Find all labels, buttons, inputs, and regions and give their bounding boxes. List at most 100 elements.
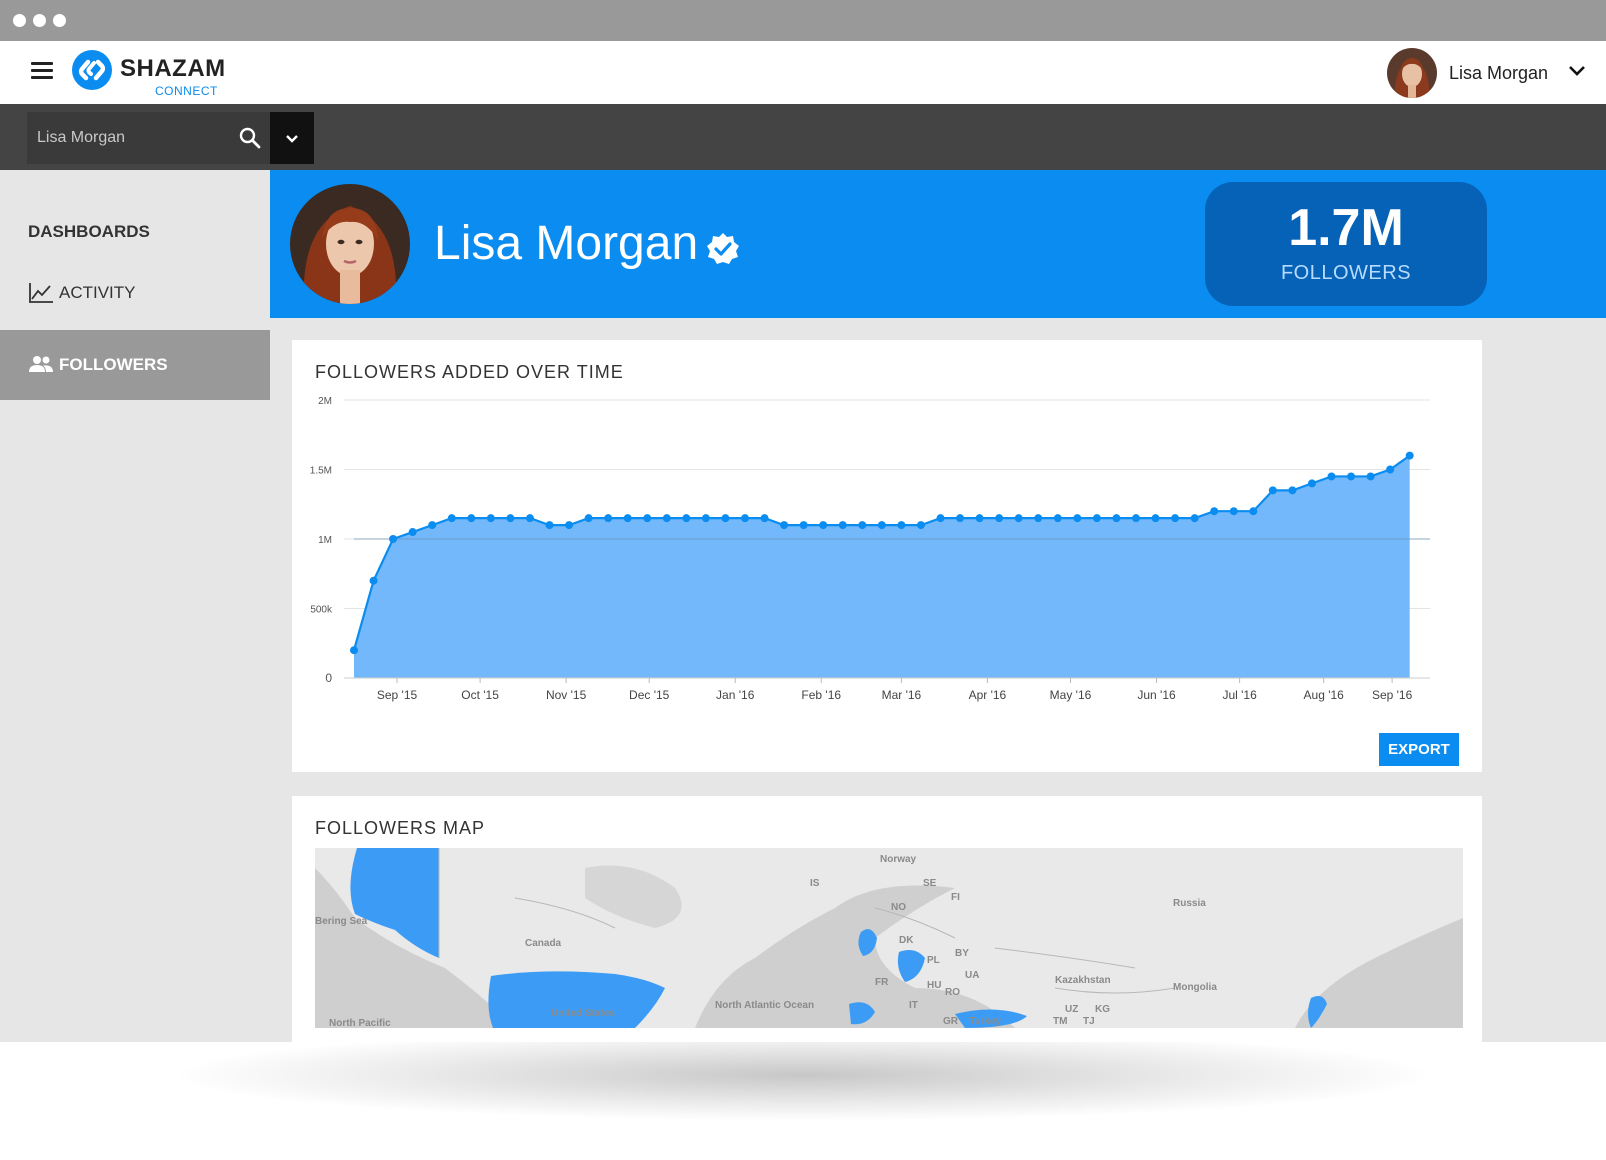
window-minimize-button[interactable]	[33, 14, 46, 27]
logo-text: SHAZAM	[120, 55, 226, 82]
chart-point	[1268, 486, 1277, 495]
x-tick-label: Jan '16	[716, 688, 755, 702]
chart-point	[877, 521, 886, 530]
y-tick-label: 500k	[310, 605, 333, 616]
x-tick-label: Sep '15	[377, 688, 418, 702]
map-label: Russia	[1173, 898, 1206, 909]
main-content: FOLLOWERS ADDED OVER TIME 0 500k 1M 1.5M 2M S…	[270, 318, 1606, 1042]
search-box	[27, 112, 270, 164]
y-tick-label: 1M	[318, 535, 332, 546]
map-label: IS	[810, 878, 820, 889]
chart-point	[760, 514, 769, 523]
followers-chart-card: FOLLOWERS ADDED OVER TIME 0 500k 1M 1.5M 2M S…	[292, 340, 1482, 772]
x-tick-label: Mar '16	[882, 688, 922, 702]
map-label: SE	[923, 878, 937, 889]
y-tick-label: 2M	[318, 396, 332, 407]
chart-point	[506, 514, 515, 523]
search-icon[interactable]	[238, 126, 262, 150]
chart-point	[1053, 514, 1062, 523]
chart-point	[1073, 514, 1082, 523]
map-title: FOLLOWERS MAP	[315, 818, 486, 838]
sidebar-item-activity[interactable]: ACTIVITY	[0, 258, 270, 328]
map-label: BY	[955, 948, 969, 959]
chart-point	[447, 514, 456, 523]
map-label: TM	[1053, 1016, 1067, 1027]
y-tick-label: 1.5M	[310, 466, 332, 477]
profile-banner: Lisa Morgan 1.7M FOLLOWERS	[270, 170, 1606, 318]
chart-point	[389, 535, 398, 543]
map-region-alaska	[350, 848, 439, 958]
chart-point	[1190, 514, 1199, 523]
map-region-spain	[849, 1002, 875, 1025]
window-close-button[interactable]	[13, 14, 26, 27]
chart-point	[1307, 479, 1316, 488]
chart-point	[1151, 514, 1160, 523]
map-label: UA	[965, 970, 979, 981]
search-bar	[0, 104, 1606, 170]
chart-point	[467, 514, 476, 523]
map-label: FI	[951, 892, 960, 903]
map-label: Norway	[880, 854, 917, 865]
user-name: Lisa Morgan	[1448, 62, 1548, 83]
browser-window: SHAZAM CONNECT Lisa Morgan	[0, 0, 1606, 1042]
window-maximize-button[interactable]	[53, 14, 66, 27]
sidebar-heading: DASHBOARDS	[28, 222, 150, 241]
shazam-logo-icon[interactable]	[71, 49, 113, 91]
chart-point	[1386, 465, 1395, 474]
chart-point	[604, 514, 613, 523]
chart-point	[799, 521, 808, 530]
map-label: IT	[909, 1000, 918, 1011]
user-menu[interactable]: Lisa Morgan	[1386, 46, 1586, 100]
map-label: Turkey	[969, 1016, 1001, 1027]
chevron-down-icon	[286, 135, 298, 143]
chart-point	[1288, 486, 1297, 495]
chart-point	[565, 521, 574, 530]
chart-area-fill	[354, 455, 1410, 678]
x-tick-label: Sep '16	[1372, 688, 1413, 702]
chart-point	[995, 514, 1004, 523]
chart-point	[741, 514, 749, 523]
chart-point	[1405, 451, 1414, 460]
avatar	[1386, 48, 1437, 98]
chart-title: FOLLOWERS ADDED OVER TIME	[315, 362, 624, 382]
map-label: HU	[927, 980, 941, 991]
followers-label: FOLLOWERS	[1280, 262, 1412, 284]
x-tick-label: Apr '16	[969, 688, 1007, 702]
chart-point	[1014, 514, 1023, 523]
followers-map[interactable]: IS Norway SE FI NO Russia Bering Sea Canada DK BY…	[315, 848, 1463, 1028]
map-label: North Atlantic Ocean	[715, 1000, 814, 1011]
sidebar-item-followers[interactable]: FOLLOWERS	[0, 330, 270, 400]
chevron-down-icon[interactable]	[1568, 64, 1586, 82]
chart-point	[623, 514, 632, 523]
chart-point	[1171, 514, 1180, 523]
chart-point	[1112, 514, 1121, 523]
map-region-uk	[858, 929, 877, 956]
chart-point	[1034, 514, 1043, 523]
chart-point	[1132, 514, 1140, 523]
map-label: TJ	[1083, 1016, 1095, 1027]
map-label: North Pacific	[329, 1018, 391, 1028]
chart-point	[1210, 507, 1219, 516]
chart-point	[584, 514, 593, 523]
chart-point	[975, 514, 984, 523]
x-tick-label: Nov '15	[546, 688, 587, 702]
chart-point	[662, 514, 671, 523]
export-button[interactable]: EXPORT	[1379, 733, 1459, 766]
search-input[interactable]	[37, 126, 227, 150]
menu-icon[interactable]	[31, 62, 53, 79]
chart-point	[1366, 472, 1375, 481]
profile-name: Lisa Morgan	[434, 217, 699, 270]
sidebar: DASHBOARDS ACTIVITY FOLLOWERS	[0, 170, 270, 1042]
chart-point	[525, 514, 534, 523]
chart-point	[956, 514, 965, 523]
search-dropdown-button[interactable]	[270, 112, 314, 164]
chart-point	[486, 514, 495, 523]
x-tick-label: Dec '15	[629, 688, 670, 702]
followers-chart: 0 500k 1M 1.5M 2M Sep '15 Oct '15 Nov '15 Dec '1…	[310, 396, 1430, 702]
map-label: United States	[551, 1008, 615, 1019]
map-label: KG	[1095, 1004, 1110, 1015]
chart-point	[643, 514, 652, 523]
followers-map-card: FOLLOWERS MAP	[292, 796, 1482, 1042]
verified-badge-icon	[706, 232, 740, 266]
chart-point	[1229, 507, 1238, 516]
